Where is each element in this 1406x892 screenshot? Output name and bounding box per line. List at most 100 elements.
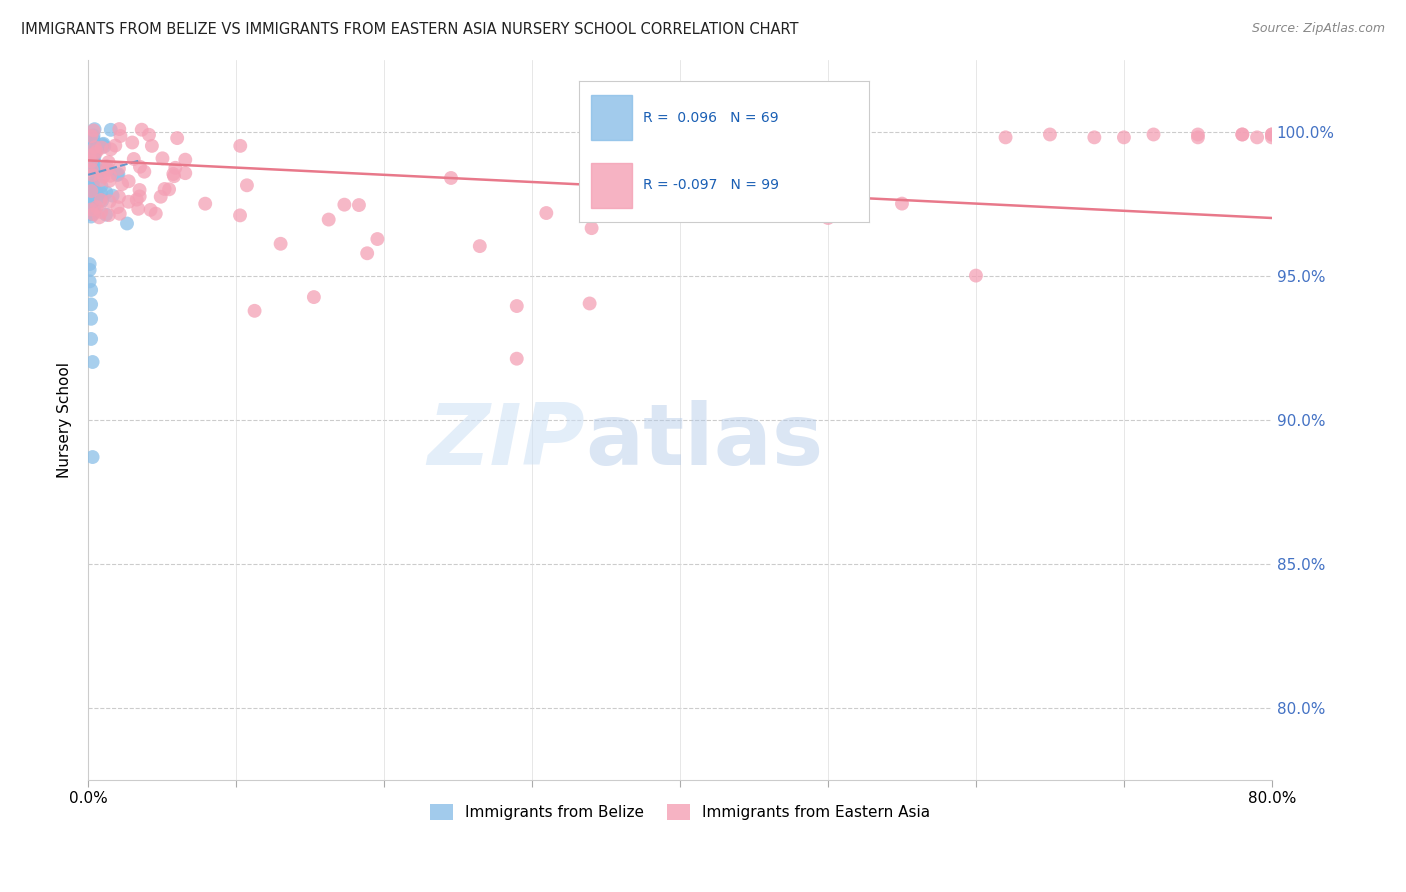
Point (128, 189, 150, 203)
Point (149, 190, 172, 204)
Point (162, 167, 184, 181)
Point (82, 151, 104, 165)
Point (79, 196, 101, 211)
Point (83, 122, 105, 136)
Point (141, 139, 163, 153)
Point (80, 193, 103, 207)
Point (82, 207, 104, 221)
Point (98, 169, 121, 183)
Point (96, 186, 118, 200)
Point (82, 128, 104, 143)
Point (84, 184, 107, 198)
Point (166, 131, 188, 145)
Point (77, 146, 100, 161)
Point (82, 151, 104, 165)
Point (98, 194, 121, 209)
Point (84, 143, 107, 157)
Point (145, 206, 167, 220)
Point (83, 183, 105, 197)
Point (536, 206, 558, 220)
Point (994, 130, 1017, 145)
Point (98, 174, 121, 188)
Point (80, 297, 103, 311)
Point (80, 129, 103, 144)
Point (79, 153, 101, 168)
Point (83, 161, 105, 176)
Point (1142, 128, 1164, 142)
Point (83, 132, 105, 146)
Point (79, 207, 101, 221)
Point (107, 167, 129, 181)
Point (83, 161, 105, 175)
Point (152, 151, 174, 165)
Point (90, 186, 112, 201)
Point (82, 189, 104, 203)
Point (302, 290, 325, 304)
Point (669, 130, 692, 145)
Point (90, 193, 112, 207)
Point (366, 232, 388, 246)
Point (86, 200, 108, 214)
Point (84, 157, 107, 171)
Point (82, 355, 104, 369)
Point (97, 155, 120, 169)
Point (1261, 130, 1284, 145)
Point (80, 210, 103, 224)
Point (89, 211, 111, 225)
Point (83, 202, 105, 217)
Point (165, 161, 187, 175)
Point (82, 207, 104, 221)
Point (84, 145, 107, 159)
Point (80, 154, 103, 169)
Point (229, 139, 252, 153)
Point (108, 161, 131, 176)
Point (589, 125, 612, 139)
Point (79, 263, 101, 277)
Point (117, 194, 139, 209)
Point (90, 141, 112, 155)
Point (817, 211, 839, 225)
Text: IMMIGRANTS FROM BELIZE VS IMMIGRANTS FROM EASTERN ASIA NURSERY SCHOOL CORRELATIO: IMMIGRANTS FROM BELIZE VS IMMIGRANTS FRO… (21, 22, 799, 37)
Point (1083, 130, 1105, 145)
Point (1232, 128, 1254, 142)
Point (333, 197, 356, 211)
Point (96, 159, 118, 173)
Point (318, 212, 340, 227)
Point (80, 162, 103, 177)
Y-axis label: Nursery School: Nursery School (58, 361, 72, 477)
Point (127, 202, 149, 216)
Point (80, 283, 103, 297)
Point (129, 160, 152, 174)
Point (139, 202, 162, 217)
Point (80, 197, 103, 211)
Point (174, 166, 197, 180)
Point (80, 203, 103, 218)
Point (157, 182, 180, 196)
Text: atlas: atlas (585, 400, 824, 483)
Point (80, 179, 103, 194)
Point (80, 155, 103, 169)
Point (581, 221, 603, 235)
Point (79, 155, 101, 169)
Legend: Immigrants from Belize, Immigrants from Eastern Asia: Immigrants from Belize, Immigrants from … (423, 797, 936, 826)
Point (94, 208, 117, 222)
Point (82, 450, 104, 464)
Point (83, 140, 105, 154)
Point (79, 148, 101, 162)
Point (742, 128, 765, 142)
Point (96, 161, 118, 176)
Point (1187, 130, 1209, 145)
Point (111, 177, 134, 191)
Point (506, 351, 529, 366)
Point (229, 208, 252, 222)
Point (347, 198, 370, 212)
Point (79, 161, 101, 176)
Point (891, 196, 914, 211)
Point (79, 184, 101, 198)
Point (270, 236, 292, 251)
Point (83, 204, 105, 219)
Point (82, 182, 104, 196)
Point (79, 150, 101, 164)
Point (80, 160, 103, 174)
Point (91, 137, 114, 152)
